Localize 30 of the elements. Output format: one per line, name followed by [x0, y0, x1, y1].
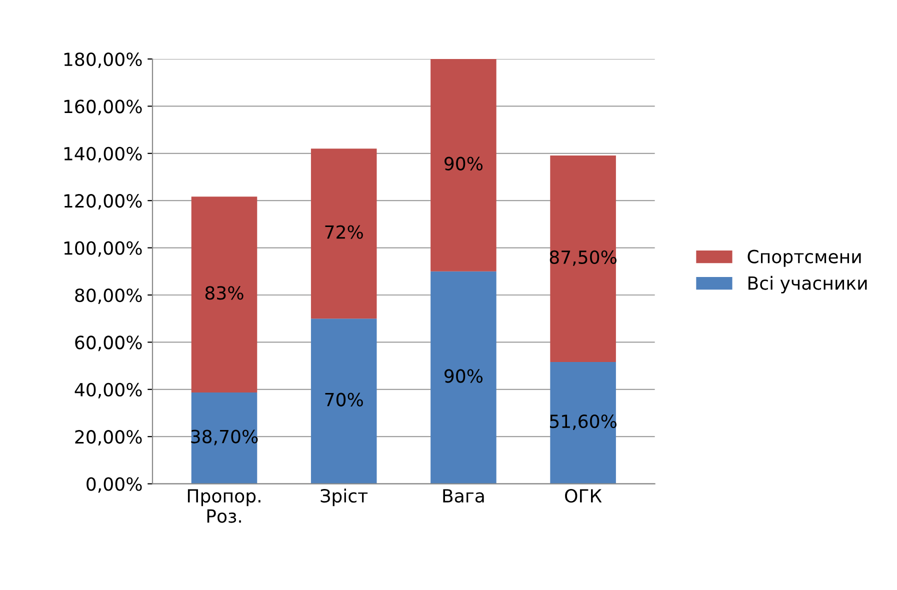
y-tick-label: 20,00% [75, 430, 142, 446]
y-tick-label: 60,00% [75, 336, 142, 352]
bar [550, 156, 616, 362]
y-tick-label: 140,00% [64, 146, 142, 162]
bar [191, 196, 258, 392]
y-tick-label: 40,00% [74, 382, 142, 398]
y-tick-label: 160,00% [64, 100, 142, 116]
y-tick-label: 120,00% [64, 194, 142, 210]
data-label: 90% [444, 156, 483, 170]
bar [310, 148, 377, 319]
legend-label: Спортсмени [748, 250, 861, 267]
y-tick-label: 80,00% [75, 288, 142, 304]
x-tick-label: Пропор. Роз. [188, 489, 260, 523]
data-label: 72% [325, 225, 363, 239]
y-tick-label: 180,00% [64, 52, 142, 68]
legend-label: Всі учасники [748, 276, 867, 294]
data-label: 83% [205, 286, 244, 300]
data-label: 90% [444, 369, 483, 383]
bar [430, 271, 496, 484]
y-tick-label: 0,00% [86, 477, 142, 493]
y-tick-label: 100,00% [64, 241, 142, 257]
bar [550, 362, 616, 484]
bar [191, 392, 258, 484]
bar [310, 318, 377, 484]
data-label: 70% [325, 392, 363, 406]
x-tick-label: Вага [443, 489, 484, 503]
bar [430, 59, 496, 272]
data-label: 38,70% [191, 430, 258, 446]
x-tick-label: Зріст [320, 488, 368, 506]
x-tick-label: ОГК [565, 488, 602, 503]
